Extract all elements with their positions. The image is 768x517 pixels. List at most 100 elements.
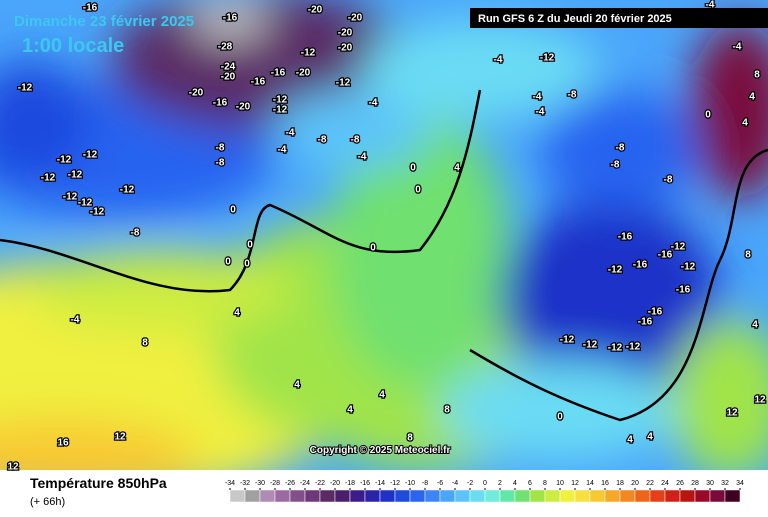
- color-swatch: [379, 489, 396, 503]
- contour-label: 0: [247, 240, 253, 251]
- scale-tick-label: 32: [721, 480, 729, 487]
- color-swatch: [544, 489, 561, 503]
- contour-label: -8: [611, 160, 620, 171]
- contour-label: -16: [223, 13, 238, 24]
- scale-tick-label: -16: [360, 480, 370, 487]
- contour-label: -16: [618, 232, 633, 243]
- contour-label: 4: [294, 380, 300, 391]
- scale-tick-label: 10: [556, 480, 564, 487]
- contour-label: 0: [370, 243, 376, 254]
- color-swatch: [499, 489, 516, 503]
- contour-label: -12: [583, 340, 598, 351]
- contour-label: -4: [494, 55, 503, 66]
- scale-tick-label: -22: [315, 480, 325, 487]
- color-swatch: [244, 489, 261, 503]
- contour-label: -16: [213, 98, 228, 109]
- contour-label: -12: [78, 198, 93, 209]
- scale-tick-label: 18: [616, 480, 624, 487]
- date-label: Dimanche 23 février 2025: [14, 13, 194, 30]
- scale-tick-label: 24: [661, 480, 669, 487]
- contour-label: -8: [318, 135, 327, 146]
- temperature-field: [0, 0, 768, 470]
- contour-label: -20: [236, 102, 251, 113]
- contour-label: -4: [286, 128, 295, 139]
- scale-tick-label: 28: [691, 480, 699, 487]
- contour-label: -12: [336, 78, 351, 89]
- contour-label: 0: [244, 259, 250, 270]
- color-scale: -34 -32 -30 -28 -26 -24 -22 -20 -18 -16 -14 -12 -10-…: [225, 480, 744, 503]
- contour-label: -8: [664, 175, 673, 186]
- contour-label: 0: [230, 205, 236, 216]
- color-swatch: [589, 489, 606, 503]
- color-swatch: [649, 489, 666, 503]
- contour-label: -12: [83, 150, 98, 161]
- scale-tick-label: 20: [631, 480, 639, 487]
- contour-label: -20: [308, 5, 323, 16]
- color-swatch: [274, 489, 291, 503]
- scale-tick-label: -18: [345, 480, 355, 487]
- contour-label: -12: [63, 192, 78, 203]
- contour-label: 4: [647, 432, 653, 443]
- scale-tick-label: -28: [270, 480, 280, 487]
- contour-label: 0: [410, 163, 416, 174]
- color-swatch: [259, 489, 276, 503]
- contour-label: -4: [278, 145, 287, 156]
- contour-label: -12: [608, 343, 623, 354]
- color-swatch: [304, 489, 321, 503]
- scale-tick-label: 2: [498, 480, 502, 487]
- scale-tick-label: 16: [601, 480, 609, 487]
- scale-tick-label: 22: [646, 480, 654, 487]
- contour-label: -16: [251, 77, 266, 88]
- contour-label: 12: [754, 395, 766, 406]
- contour-label: -4: [358, 152, 367, 163]
- scale-tick-label: -26: [285, 480, 295, 487]
- scale-tick-label: -8: [422, 480, 428, 487]
- contour-label: 0: [557, 412, 563, 423]
- contour-label: -4: [369, 98, 378, 109]
- contour-label: -12: [540, 53, 555, 64]
- scale-tick-label: -20: [330, 480, 340, 487]
- legend-subtitle: (+ 66h): [30, 496, 65, 508]
- contour-label: -4: [706, 0, 715, 11]
- color-swatch: [679, 489, 696, 503]
- contour-labels: -16 -20-20-16-28-20-20-24-20-12-20-16-16-…: [6, 0, 767, 474]
- contour-label: -4: [733, 42, 742, 53]
- color-swatch: [724, 489, 741, 503]
- color-swatch: [529, 489, 546, 503]
- contour-label: 4: [742, 118, 748, 129]
- contour-label: 4: [749, 92, 755, 103]
- color-swatch: [604, 489, 621, 503]
- contour-label: -12: [626, 342, 641, 353]
- contour-label: -20: [338, 28, 353, 39]
- contour-label: -12: [18, 83, 33, 94]
- contour-label: -16: [676, 285, 691, 296]
- color-swatch: [484, 489, 501, 503]
- contour-label: -20: [189, 88, 204, 99]
- copyright: Copyright © 2025 Meteociel.fr: [310, 445, 451, 456]
- legend-title: Température 850hPa: [30, 475, 167, 491]
- color-swatch: [469, 489, 486, 503]
- contour-label: 4: [379, 390, 385, 401]
- scale-tick-label: 4: [513, 480, 517, 487]
- contour-label: -12: [301, 48, 316, 59]
- color-swatch: [709, 489, 726, 503]
- contour-label: -8: [216, 143, 225, 154]
- color-swatch: [439, 489, 456, 503]
- color-swatch: [559, 489, 576, 503]
- contour-label: -4: [536, 107, 545, 118]
- color-swatch: [454, 489, 471, 503]
- contour-label: 12: [7, 462, 19, 473]
- color-swatch: [514, 489, 531, 503]
- contour-label: 8: [142, 338, 148, 349]
- contour-label: 8: [754, 70, 760, 81]
- contour-label: 0: [225, 257, 231, 268]
- contour-label: -4: [71, 315, 80, 326]
- contour-label: -4: [533, 92, 542, 103]
- color-swatch: [289, 489, 306, 503]
- color-swatch: [619, 489, 636, 503]
- contour-label: -12: [560, 335, 575, 346]
- scale-tick-label: -10: [405, 480, 415, 487]
- scale-tick-label: -4: [452, 480, 458, 487]
- scale-tick-label: -32: [240, 480, 250, 487]
- contour-label: 8: [407, 433, 413, 444]
